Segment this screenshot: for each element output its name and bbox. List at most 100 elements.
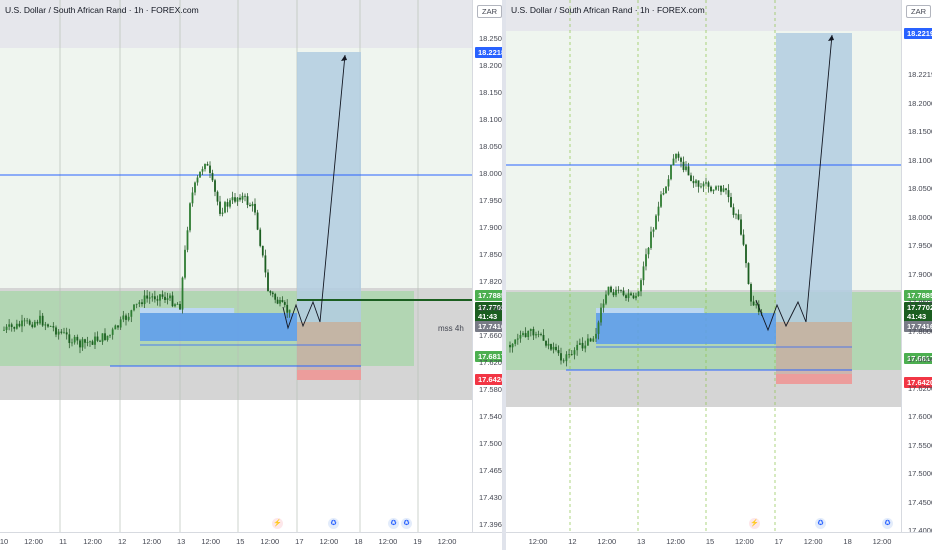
candle [99,340,101,342]
price-tick-label: 18.1000 [908,155,932,165]
candle [632,295,635,299]
us-flag-icon[interactable]: ✪ [388,518,399,529]
left-chart-panel[interactable]: U.S. Dollar / South African Rand · 1h · … [0,0,502,550]
candle [18,323,21,327]
candle [607,286,610,295]
price-tick-label: 17.8500 [479,250,502,259]
price-tick-label: 18.1500 [479,88,502,97]
lightning-icon[interactable]: ⚡ [272,518,283,529]
background-tint [0,48,472,288]
candle [122,315,125,320]
candle [41,315,44,326]
us-flag-icon[interactable]: ✪ [328,518,339,529]
candle [595,333,597,339]
right-symbol-title[interactable]: U.S. Dollar / South African Rand · 1h · … [511,5,705,15]
candle [28,320,31,325]
candle [605,294,607,304]
candle [589,338,592,342]
us-flag-icon[interactable]: ✪ [815,518,826,529]
candle [244,195,246,197]
time-tick-label: 11 [59,537,67,546]
candle [279,300,281,304]
price-tick-label: 17.6200 [908,383,932,393]
price-tick-label: 17.4300 [479,493,502,502]
candle [652,229,655,232]
candle [519,335,522,339]
candle [68,334,71,344]
candle [276,299,279,304]
candle [13,326,16,329]
candle [269,291,272,293]
time-tick-label: 12:00 [378,537,398,546]
candle [71,342,73,344]
left-currency-label[interactable]: ZAR [477,5,502,18]
candle [153,296,156,300]
candle [750,284,752,302]
right-price-plot[interactable] [506,0,901,532]
us-flag-icon[interactable]: ✪ [401,518,412,529]
lightning-icon[interactable]: ⚡ [749,518,760,529]
left-time-axis[interactable]: 10 12:00 11 12:00 12 12:00 13 12:00 15 12:00 17 12:… [0,532,502,550]
candle [201,169,204,172]
candle [622,290,625,296]
candle [96,336,99,341]
right-chart-panel[interactable]: U.S. Dollar / South African Rand · 1h · … [506,0,932,550]
right-currency-label[interactable]: ZAR [906,5,931,18]
grey-zone-top [0,0,472,48]
candle [587,338,589,346]
candle [26,320,29,322]
left-stop-price-label: 17.6420 [475,374,502,385]
candle [15,323,18,329]
candle [274,294,277,300]
candle [667,179,670,187]
price-tick-label: 17.9500 [908,241,932,250]
candle [138,302,141,304]
candle [288,309,291,313]
candle [156,299,159,301]
candle [509,345,511,348]
candle [3,329,5,331]
projection-arrowhead [828,35,834,41]
candle [685,166,687,170]
candle [283,302,286,305]
time-tick-label: 12:00 [597,537,617,546]
candle [179,304,181,310]
candle [189,203,191,231]
stop-zone [297,370,361,380]
time-tick-label: 10 [0,537,9,546]
left-target-price-label: 18.2218 [475,47,502,58]
candle [647,247,650,255]
price-tick-label: 18.0000 [908,212,932,222]
candle [236,197,239,202]
candle [84,339,86,343]
candle [143,295,146,305]
candle [660,194,662,207]
right-stop-price-label: 17.6420 [904,377,932,388]
time-tick-label: 12:00 [803,537,823,546]
us-flag-icon[interactable]: ✪ [882,518,893,529]
price-tick-label: 17.6600 [908,355,932,364]
panel-divider[interactable] [502,0,506,550]
candle [86,342,89,343]
left-price-plot[interactable] [0,0,472,532]
right-current-price-label: 17.7702 41:43 [904,302,932,322]
price-tick-label: 17.4500 [908,497,932,507]
candle [184,249,186,278]
candle [720,185,722,192]
candle [130,310,133,317]
candle [23,320,26,322]
candle [717,185,720,187]
candle [47,324,49,327]
right-price-axis[interactable]: ZAR 18.2219 17.7885 17.7702 41:43 17.7416… [901,0,932,535]
right-time-axis[interactable]: 12:00 12 12:00 13 12:00 15 12:00 17 12:00 18 12:00 [506,532,932,550]
candle [727,190,730,198]
candle [164,296,166,301]
candle [612,292,615,296]
candle [602,303,605,308]
candle [522,333,524,336]
left-symbol-title[interactable]: U.S. Dollar / South African Rand · 1h · … [5,5,199,15]
candle [524,333,527,338]
candle [63,332,65,334]
